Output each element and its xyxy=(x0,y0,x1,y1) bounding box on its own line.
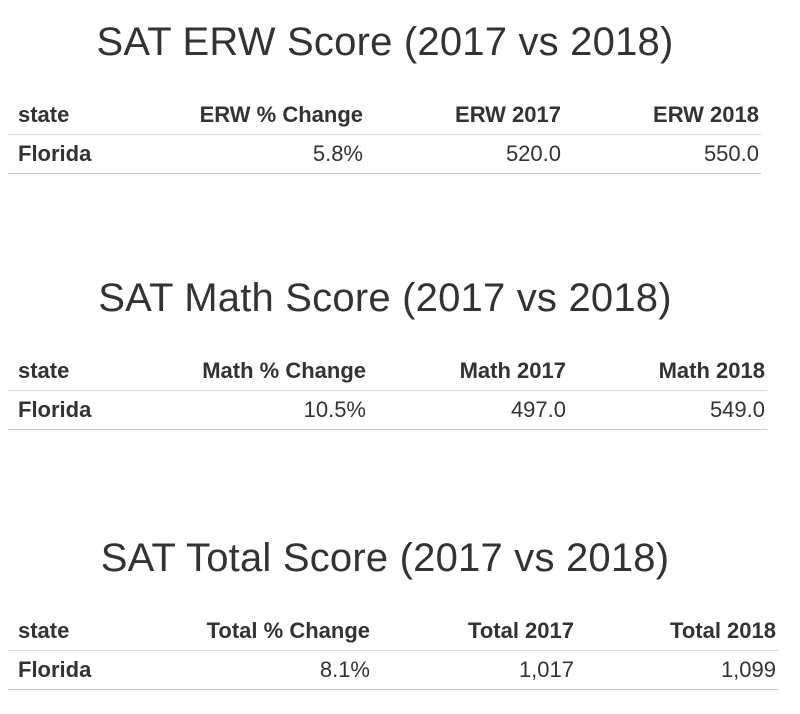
total-cell-2018: 1,099 xyxy=(720,657,776,682)
total-col-change: Total % Change xyxy=(206,618,370,643)
math-col-2017: Math 2017 xyxy=(459,358,566,383)
total-title: SAT Total Score (2017 vs 2018) xyxy=(100,536,670,580)
total-col-2018: Total 2018 xyxy=(670,618,776,643)
erw-cell-2017: 520.0 xyxy=(505,141,561,166)
erw-title: SAT ERW Score (2017 vs 2018) xyxy=(96,20,674,64)
math-title: SAT Math Score (2017 vs 2018) xyxy=(98,276,672,320)
math-cell-2018: 549.0 xyxy=(709,397,765,422)
math-cell-change: 10.5% xyxy=(303,397,366,422)
math-cell-state: Florida xyxy=(18,397,92,422)
math-data-row: Florida 10.5% 497.0 549.0 xyxy=(8,391,767,430)
erw-col-change: ERW % Change xyxy=(199,102,363,127)
total-header-row: state Total % Change Total 2017 Total 20… xyxy=(8,612,778,651)
math-table: state Math % Change Math 2017 Math 2018 … xyxy=(8,352,767,432)
erw-header-row: state ERW % Change ERW 2017 ERW 2018 xyxy=(8,96,761,135)
total-table: state Total % Change Total 2017 Total 20… xyxy=(8,612,778,692)
math-header-row: state Math % Change Math 2017 Math 2018 xyxy=(8,352,767,391)
math-cell-2017: 497.0 xyxy=(510,397,566,422)
erw-data-row: Florida 5.8% 520.0 550.0 xyxy=(8,135,761,174)
erw-table: state ERW % Change ERW 2017 ERW 2018 Flo… xyxy=(8,96,761,176)
math-col-2018: Math 2018 xyxy=(658,358,765,383)
total-cell-change: 8.1% xyxy=(319,657,370,682)
total-col-state: state xyxy=(18,618,70,643)
erw-cell-2018: 550.0 xyxy=(703,141,759,166)
erw-cell-state: Florida xyxy=(18,141,92,166)
erw-col-2017: ERW 2017 xyxy=(455,102,561,127)
erw-col-state: state xyxy=(18,102,70,127)
math-col-change: Math % Change xyxy=(202,358,366,383)
total-cell-state: Florida xyxy=(18,657,92,682)
math-col-state: state xyxy=(18,358,70,383)
total-cell-2017: 1,017 xyxy=(518,657,574,682)
erw-cell-change: 5.8% xyxy=(312,141,363,166)
total-data-row: Florida 8.1% 1,017 1,099 xyxy=(8,651,778,690)
total-col-2017: Total 2017 xyxy=(468,618,574,643)
erw-col-2018: ERW 2018 xyxy=(653,102,759,127)
